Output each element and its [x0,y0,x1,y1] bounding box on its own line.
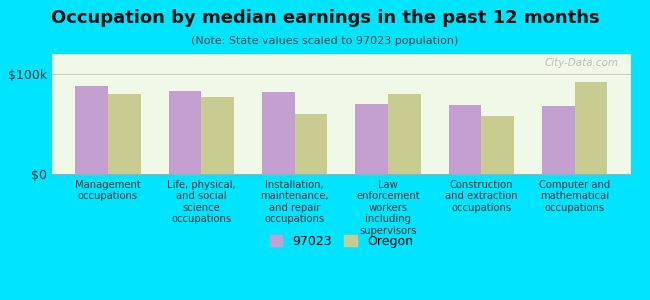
Bar [202,97,234,174]
Text: Occupation by median earnings in the past 12 months: Occupation by median earnings in the pas… [51,9,599,27]
Legend: 97023, Oregon: 97023, Oregon [263,229,419,254]
Bar [481,116,514,174]
Bar [75,86,108,174]
Bar [575,82,607,174]
Bar [168,91,202,174]
Bar [448,105,481,174]
Text: (Note: State values scaled to 97023 population): (Note: State values scaled to 97023 popu… [191,36,459,46]
Bar [108,94,140,174]
Bar [262,92,294,174]
Text: City-Data.com: City-Data.com [545,58,619,68]
Bar [294,114,327,174]
Bar [356,104,388,174]
Bar [542,106,575,174]
Bar [388,94,421,174]
